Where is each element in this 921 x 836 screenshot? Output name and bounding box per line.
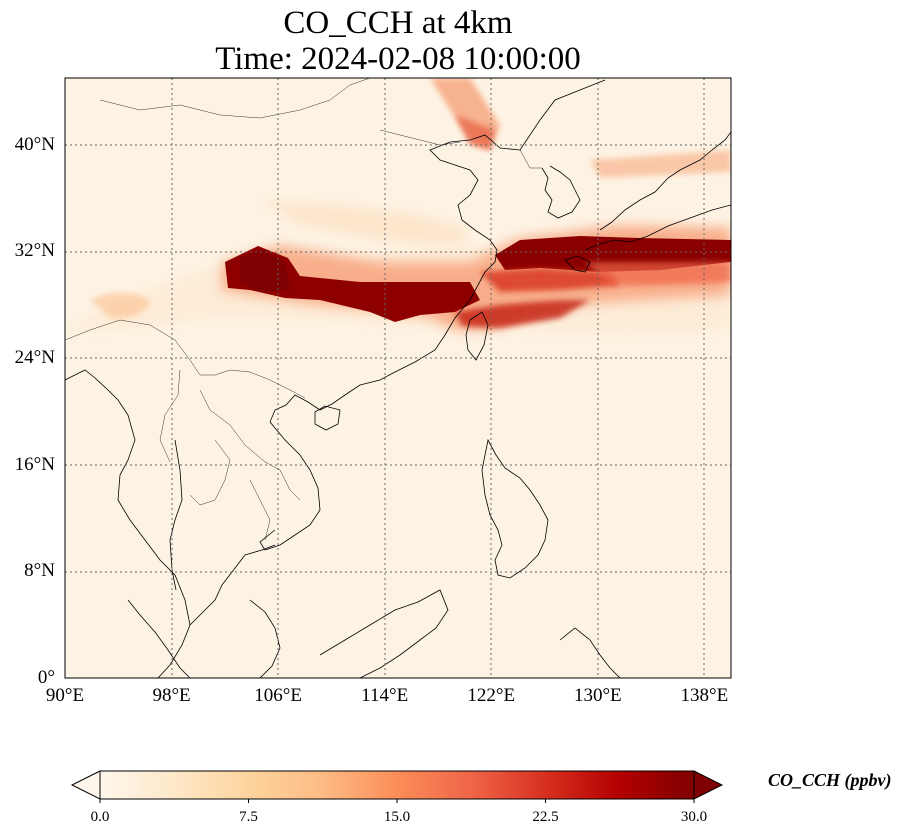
- lat-tick-label: 16°N: [14, 453, 55, 475]
- colorbar-tick-label: 30.0: [680, 809, 708, 825]
- map-subtitle-time: Time: 2024-02-08 10:00:00: [215, 41, 581, 77]
- lon-tick-label: 114°E: [361, 685, 409, 706]
- plume-east-lower: [585, 262, 731, 285]
- colorbar-tick-label: 15.0: [383, 809, 411, 825]
- colorbar-tick-label: 7.5: [239, 809, 258, 825]
- lat-tick-label: 32°N: [14, 240, 55, 262]
- colorbar-gradient: [100, 771, 694, 799]
- lon-tick-label: 122°E: [467, 685, 516, 706]
- lat-tick-label: 0°: [37, 667, 55, 688]
- plume-japan-sea: [590, 150, 731, 178]
- country-borders: [65, 78, 542, 541]
- colorbar-extend-high: [693, 770, 724, 800]
- lat-tick-label: 40°N: [14, 133, 55, 155]
- haze-west: [90, 292, 150, 319]
- lon-tick-label: 130°E: [573, 685, 622, 706]
- plume-core-sichuan: [240, 250, 290, 292]
- lon-tick-label: 106°E: [254, 685, 302, 706]
- lon-tick-label: 98°E: [152, 685, 191, 706]
- haze-north: [260, 200, 470, 245]
- plume-taiwan-strait: [455, 300, 590, 328]
- colorbar: [70, 770, 724, 803]
- coastlines: [65, 79, 731, 678]
- lat-tick-label: 24°N: [14, 347, 55, 368]
- lat-tick-label: 8°N: [24, 560, 55, 582]
- colorbar-label: CO_CCH (ppbv): [768, 770, 892, 790]
- plume-core-west: [225, 246, 480, 322]
- colorbar-extend-low: [70, 770, 101, 800]
- lon-tick-label: 138°E: [680, 685, 729, 706]
- gridlines: [65, 78, 731, 678]
- map-frame: [64, 77, 732, 679]
- lon-tick-label: 90°E: [45, 685, 85, 706]
- colorbar-tick-label: 22.5: [532, 809, 559, 825]
- plume-north-core: [455, 115, 495, 150]
- colorbar-tick-label: 0.0: [90, 809, 110, 825]
- map-title: CO_CCH at 4km: [283, 5, 513, 41]
- co-concentration-field: [65, 78, 731, 678]
- plume-mid-east: [480, 268, 620, 292]
